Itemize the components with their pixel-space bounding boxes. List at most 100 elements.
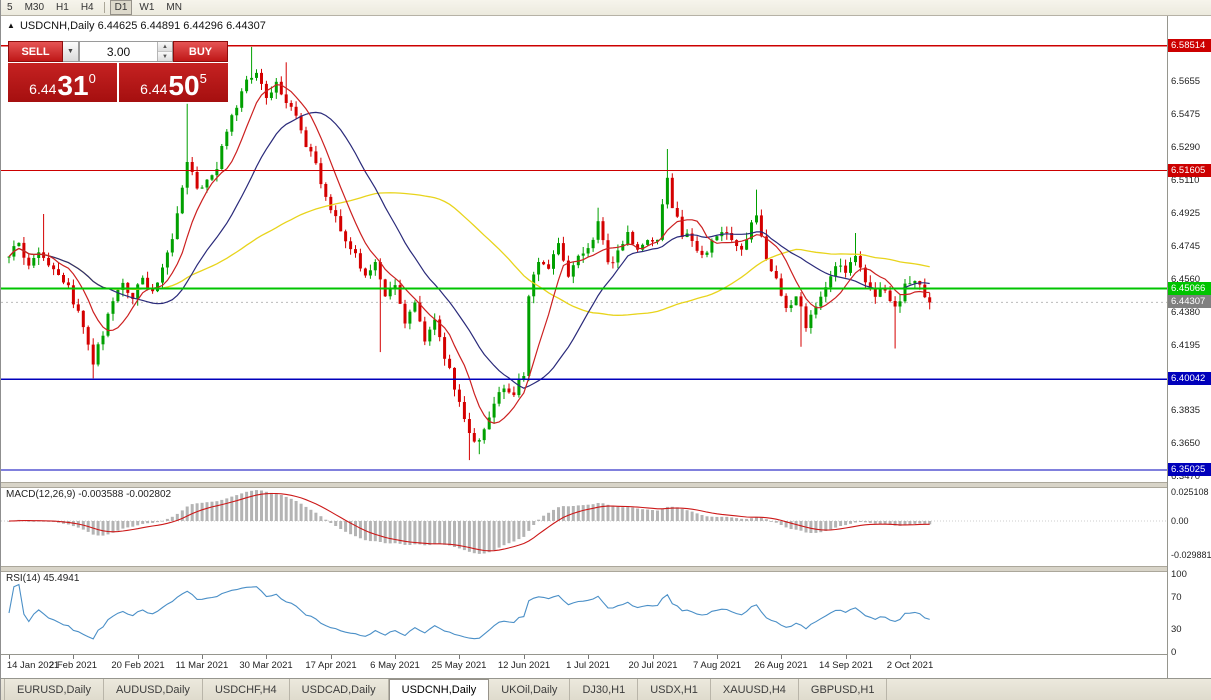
symbol-tab-usdchf[interactable]: USDCHF,H4 — [203, 679, 290, 700]
time-axis-label: 1 Jul 2021 — [566, 660, 610, 671]
time-axis-label: 30 Mar 2021 — [239, 660, 293, 671]
chart-symbol-label: USDCNH,Daily — [19, 20, 95, 32]
time-axis[interactable]: 14 Jan 2021 2 Feb 2021 20 Feb 2021 11 Mar 2… — [1, 654, 1167, 679]
buy-button[interactable]: BUY — [173, 41, 228, 62]
macd-axis-tick: 0.00 — [1171, 516, 1189, 526]
price-level-badge: 6.58514 — [1168, 39, 1211, 52]
buy-price-display[interactable]: 6.44 50 5 — [119, 63, 228, 102]
timeframe-button-5[interactable]: 5 — [7, 2, 13, 13]
time-axis-tick — [9, 655, 10, 659]
timeframe-button-h4[interactable]: H4 — [80, 2, 94, 13]
one-click-trading-panel: SELL ▼ 3.00 ▲ ▼ BUY 6.44 31 0 6.44 50 5 — [8, 41, 228, 102]
time-axis-label: 6 May 2021 — [370, 660, 420, 671]
order-controls-row: SELL ▼ 3.00 ▲ ▼ BUY — [8, 41, 228, 62]
price-axis-tick: 6.5655 — [1171, 76, 1201, 87]
volume-dropdown-button[interactable]: ▼ — [63, 41, 79, 62]
timeframe-button-m30[interactable]: M30 — [24, 2, 45, 13]
symbol-tab-xauusd[interactable]: XAUUSD,H4 — [711, 679, 799, 700]
time-axis-tick — [717, 655, 718, 659]
volume-value[interactable]: 3.00 — [106, 44, 131, 59]
volume-spinner: ▲ ▼ — [157, 42, 172, 61]
time-axis-label: 2 Feb 2021 — [48, 660, 98, 671]
price-level-badge: 6.51605 — [1168, 164, 1211, 177]
sell-price-display[interactable]: 6.44 31 0 — [8, 63, 117, 102]
timeframe-button-mn[interactable]: MN — [166, 2, 182, 13]
time-axis-label: 17 Apr 2021 — [305, 660, 357, 671]
sell-price-big: 31 — [57, 70, 89, 102]
symbol-tab-dj30[interactable]: DJ30,H1 — [570, 679, 639, 700]
volume-input[interactable]: 3.00 ▲ ▼ — [79, 41, 173, 62]
price-axis-tick: 6.4380 — [1171, 307, 1201, 318]
price-level-badge: 6.35025 — [1168, 463, 1211, 476]
time-axis-label: 25 May 2021 — [431, 660, 487, 671]
symbol-tab-ukoil[interactable]: UKOil,Daily — [489, 679, 571, 700]
panel-splitter[interactable] — [1, 482, 1211, 488]
time-axis-tick — [910, 655, 911, 659]
symbol-tab-usdcnh[interactable]: USDCNH,Daily — [388, 679, 490, 700]
volume-up-button[interactable]: ▲ — [158, 42, 172, 51]
symbol-tab-eurusd[interactable]: EURUSD,Daily — [4, 679, 104, 700]
macd-histogram — [7, 490, 932, 554]
rsi-axis-tick: 100 — [1171, 569, 1187, 580]
chart-title: ▲ USDCNH,Daily 6.44625 6.44891 6.44296 6… — [7, 20, 266, 32]
time-axis-tick — [459, 655, 460, 659]
time-axis-tick — [73, 655, 74, 659]
time-axis-tick — [331, 655, 332, 659]
time-axis-label: 7 Aug 2021 — [692, 660, 742, 671]
toolbar-separator — [103, 2, 105, 13]
ma-mid-line — [8, 111, 930, 389]
rsi-axis-tick: 0 — [1171, 647, 1177, 658]
macd-signal-line — [8, 492, 930, 552]
time-axis-tick — [266, 655, 267, 659]
time-axis-label: 12 Jun 2021 — [497, 660, 551, 671]
symbol-tab-gbpusd[interactable]: GBPUSD,H1 — [799, 679, 888, 700]
ma-slow-line — [8, 192, 930, 316]
sell-price-sup: 0 — [88, 71, 96, 86]
chart-tab-bar: EURUSD,Daily AUDUSD,Daily USDCHF,H4 USDCAD,… — [1, 678, 1211, 700]
symbol-tab-audusd[interactable]: AUDUSD,Daily — [104, 679, 203, 700]
time-axis-label: 14 Sep 2021 — [819, 660, 873, 671]
symbol-tab-usdx[interactable]: USDX,H1 — [638, 679, 711, 700]
time-axis-label: 20 Feb 2021 — [111, 660, 165, 671]
chart-ohlc-values: 6.44625 6.44891 6.44296 6.44307 — [97, 20, 266, 32]
price-axis-tick: 6.4745 — [1171, 241, 1201, 252]
panel-splitter[interactable] — [1, 566, 1211, 572]
price-axis-tick: 6.5475 — [1171, 109, 1201, 120]
chart-symbol-icon: ▲ — [7, 21, 15, 30]
macd-indicator-canvas[interactable] — [1, 486, 1167, 566]
time-axis-label: 14 Jan 2021 — [6, 660, 60, 671]
sell-button[interactable]: SELL — [8, 41, 63, 62]
price-axis-tick: 6.3470 — [1171, 471, 1201, 482]
rsi-line — [8, 583, 930, 640]
timeframe-button-d1[interactable]: D1 — [109, 0, 133, 15]
time-axis-tick — [202, 655, 203, 659]
timeframe-button-h1[interactable]: H1 — [56, 2, 69, 13]
time-axis-tick — [138, 655, 139, 659]
symbol-tab-usdcad[interactable]: USDCAD,Daily — [290, 679, 389, 700]
buy-price-big: 50 — [168, 70, 200, 102]
rsi-indicator-label: RSI(14) 45.4941 — [6, 573, 80, 584]
macd-axis-tick: 0.025108 — [1171, 487, 1209, 497]
candles-layer — [7, 46, 932, 461]
timeframe-toolbar: 5 M30 H1 H4 D1 W1 MN — [1, 0, 1211, 16]
rsi-indicator-canvas[interactable] — [1, 570, 1167, 654]
price-axis-tick: 6.3650 — [1171, 438, 1201, 449]
time-axis-label: 26 Aug 2021 — [754, 660, 808, 671]
price-axis[interactable]: 6.5655 6.5475 6.5290 6.5110 6.4925 6.4745 6.45… — [1167, 15, 1211, 678]
price-axis-tick: 6.4195 — [1171, 340, 1201, 351]
time-axis-label: 11 Mar 2021 — [175, 660, 229, 671]
macd-indicator-label: MACD(12,26,9) -0.003588 -0.002802 — [6, 489, 172, 500]
volume-down-button[interactable]: ▼ — [158, 51, 172, 61]
rsi-axis-tick: 70 — [1171, 592, 1182, 603]
buy-price-sup: 5 — [199, 71, 207, 86]
price-axis-tick: 6.5110 — [1171, 175, 1200, 186]
time-axis-tick — [846, 655, 847, 659]
price-axis-tick: 6.5290 — [1171, 142, 1201, 153]
time-axis-tick — [588, 655, 589, 659]
price-level-badge: 6.40042 — [1168, 372, 1211, 385]
time-axis-label: 20 Jul 2021 — [628, 660, 678, 671]
chevron-down-icon: ▼ — [67, 48, 74, 55]
timeframe-button-w1[interactable]: W1 — [139, 2, 155, 13]
ma-fast-line — [8, 84, 930, 424]
